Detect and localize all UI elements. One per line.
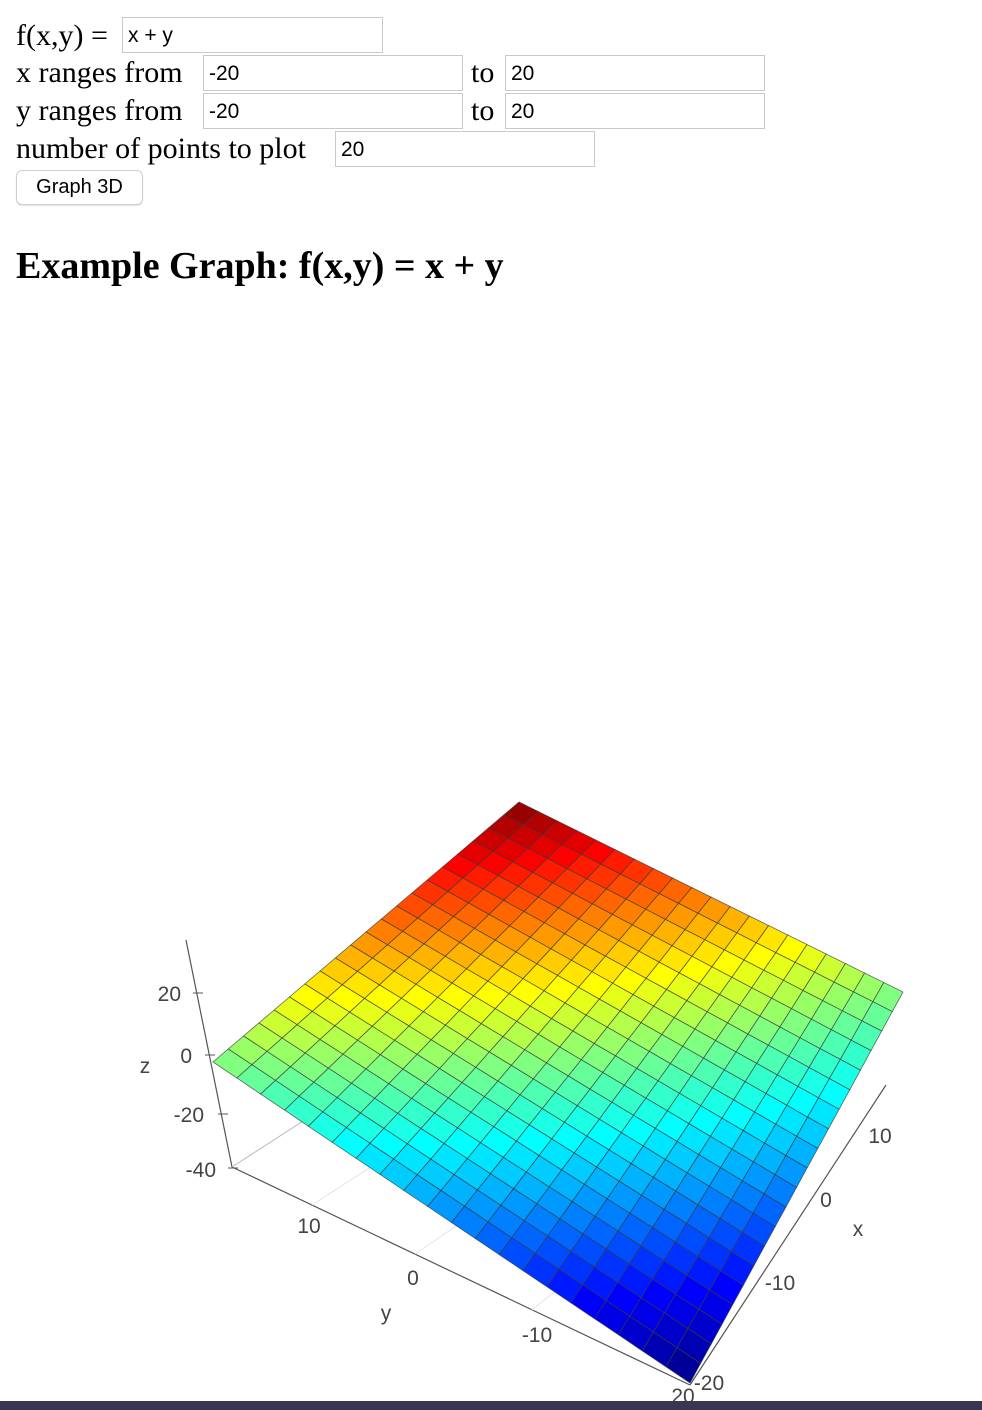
x-axis-label: x [853,1218,864,1241]
window-bottom-bar [0,1401,982,1410]
z-axis-line [185,939,233,1168]
x-tick-label: 0 [820,1189,832,1212]
z-tick-label: 0 [180,1045,192,1068]
surface-cell [665,1347,702,1384]
y-tick-label: -10 [522,1324,552,1347]
surface-mesh[interactable] [212,801,904,1384]
y-axis-line [231,1166,691,1386]
x-to-label: to [471,56,495,89]
function-label: f(x,y) = [16,19,108,52]
points-row: number of points to plot [16,132,306,166]
z-axis-label: z [140,1055,151,1078]
z-tick-label: -20 [174,1104,204,1127]
y-to-label: to [471,94,495,127]
x-axis-line [689,1084,887,1386]
points-label: number of points to plot [16,132,306,165]
y-to-input[interactable] [505,93,765,129]
y-range-label: y ranges from [16,94,183,127]
function-row: f(x,y) = [16,19,108,53]
x-range-row: x ranges from [16,56,183,90]
points-input[interactable] [335,131,595,167]
x-to-input[interactable] [505,55,765,91]
graph-3d-button[interactable]: Graph 3D [16,170,143,205]
y-tick-label: 10 [297,1215,320,1238]
function-input[interactable] [122,17,383,53]
x-tick-label: -20 [694,1372,724,1395]
x-from-input[interactable] [203,55,463,91]
x-tick-label: 10 [868,1125,891,1148]
x-tick-label: -10 [765,1272,795,1295]
z-tick-label: 20 [158,983,181,1006]
z-tick-label: -40 [186,1159,216,1182]
y-range-row: y ranges from [16,94,183,128]
y-axis-label: y [381,1302,392,1325]
x-range-label: x ranges from [16,56,183,89]
example-heading: Example Graph: f(x,y) = x + y [16,245,504,287]
y-from-input[interactable] [203,93,463,129]
y-tick-label: 0 [407,1267,419,1290]
